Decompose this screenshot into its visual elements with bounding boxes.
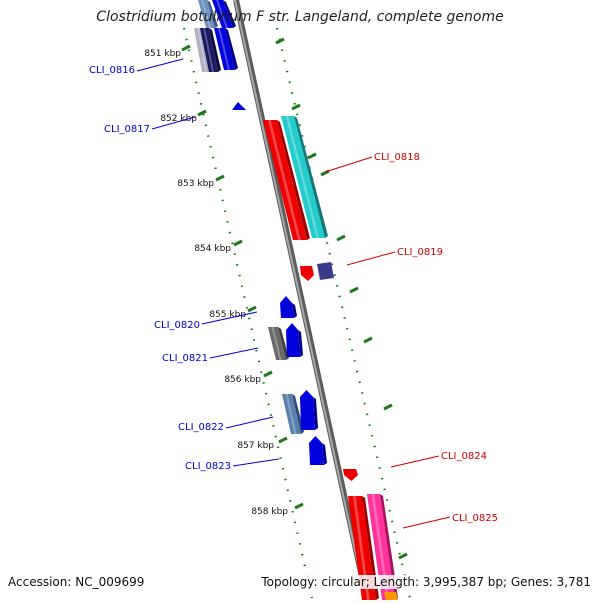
gene-shape-0820 — [280, 296, 294, 318]
gene-label: CLI_0818 — [374, 152, 420, 163]
gene-shape-0819-red — [300, 266, 314, 281]
gene-shape-0826 — [384, 592, 398, 600]
scale-tick — [233, 239, 243, 247]
gene-shape-0818-cyan-gloss — [285, 116, 320, 238]
scale-tick — [197, 109, 207, 117]
scale-tick — [181, 44, 191, 52]
gene-shape-0821 — [286, 323, 300, 357]
gene-leader-line — [151, 116, 196, 130]
scale-tick — [247, 305, 257, 313]
gene-shape-0825-pink-shade — [380, 494, 398, 600]
gene-leader-line — [225, 416, 274, 429]
ruler-dots-right — [275, 27, 412, 599]
gene-shape-0815b-gloss — [215, 0, 229, 28]
gene-label: CLI_0817 — [104, 124, 150, 135]
scale-tick-label: 854 kbp — [194, 244, 231, 254]
scale-tick-label: 858 kbp — [251, 507, 288, 517]
scale-tick — [215, 174, 225, 182]
gene-shape-0816-navy-gloss — [203, 28, 214, 72]
scale-tick — [291, 103, 301, 111]
gene-shape-0818-red-shade — [277, 120, 310, 240]
gene-leader-line — [136, 58, 184, 72]
gene-shape-0816-shade — [225, 28, 238, 70]
gene-shape-0821-shade — [298, 330, 303, 357]
scale-tick — [294, 502, 304, 510]
gene-shape-0822 — [300, 390, 315, 430]
scale-tick — [278, 436, 288, 444]
gene-shape-0818-red-gloss — [267, 120, 301, 240]
gene-shape-0823-shade — [322, 443, 327, 465]
map-title: Clostridium botulinum F str. Langeland, … — [96, 9, 504, 25]
gene-shape-0822-steel — [282, 394, 301, 434]
scale-tick-label: 851 kbp — [144, 49, 181, 59]
gene-label: CLI_0824 — [441, 451, 487, 462]
scale-tick — [336, 234, 346, 242]
gene-shape-0825-red-gloss — [352, 496, 370, 600]
gene-shape-0821-grey-gloss — [271, 327, 282, 360]
gene-leader-line — [402, 516, 451, 529]
gene-shape-0816-grey-gloss — [197, 28, 207, 72]
gene-shape-0825-red — [348, 496, 376, 600]
gene-shape-0822-shade — [313, 397, 318, 430]
accession-text: Accession: NC_009699 — [8, 575, 145, 589]
topology-text: Topology: circular; Length: 3,995,387 bp… — [261, 575, 591, 589]
scale-tick-label: 857 kbp — [237, 441, 274, 451]
gene-shape-0818-cyan-shade — [294, 116, 328, 238]
scale-tick — [363, 336, 373, 344]
gene-shape-0815-shade — [207, 0, 218, 28]
gene-leader-line — [209, 347, 259, 359]
gene-leader-line — [201, 311, 258, 325]
gene-label: CLI_0821 — [162, 353, 208, 364]
gene-leader-line — [390, 455, 440, 468]
gene-shape-0821-grey-shade — [278, 327, 289, 360]
scale-tick-label: 856 kbp — [224, 375, 261, 385]
gene-label: CLI_0816 — [89, 65, 135, 76]
gene-shape-0815 — [198, 0, 215, 28]
gene-shape-0824 — [343, 469, 358, 481]
scale-tick-label: 852 kbp — [160, 114, 197, 124]
gene-label: CLI_0820 — [154, 320, 200, 331]
gene-shape-0818-red — [263, 120, 307, 240]
gene-label: CLI_0823 — [185, 461, 231, 472]
gene-shape-0817 — [232, 102, 246, 110]
scale-tick — [383, 403, 393, 411]
genome-backbone-highlight — [234, 0, 367, 601]
gene-shape-0816 — [214, 28, 235, 70]
scale-tick — [263, 370, 273, 378]
gene-shape-0821-grey — [268, 327, 286, 360]
gene-shape-0820-shade — [292, 303, 297, 318]
gene-shape-0816-navy — [200, 28, 218, 72]
gene-shape-0825-red-shade — [362, 496, 379, 600]
gene-shape-0822-steel-gloss — [285, 394, 297, 434]
scale-tick — [275, 37, 285, 45]
gene-shape-0816-gloss — [217, 28, 231, 70]
gene-shape-0815-gloss — [201, 0, 211, 28]
gene-leader-line — [232, 458, 280, 467]
gene-shape-0815b — [212, 0, 233, 28]
scale-tick — [398, 552, 408, 560]
gene-shape-0825-pink — [367, 494, 395, 600]
gene-shape-0818-cyan — [281, 116, 325, 238]
gene-label: CLI_0819 — [397, 247, 443, 258]
scale-tick — [307, 152, 317, 160]
gene-shape-0816-navy-shade — [209, 28, 221, 72]
gene-leader-line — [346, 251, 396, 266]
scale-tick-label: 855 kbp — [209, 310, 246, 320]
gene-label: CLI_0822 — [178, 422, 224, 433]
scale-tick-label: 853 kbp — [177, 179, 214, 189]
scale-tick — [349, 286, 359, 294]
gene-shape-0823 — [309, 436, 324, 465]
gene-leader-line — [324, 156, 373, 173]
gene-shape-0819 — [317, 262, 334, 280]
gene-shape-0825-pink-gloss — [371, 494, 390, 600]
gene-shape-0815b-shade — [223, 0, 236, 28]
gene-label: CLI_0825 — [452, 513, 498, 524]
